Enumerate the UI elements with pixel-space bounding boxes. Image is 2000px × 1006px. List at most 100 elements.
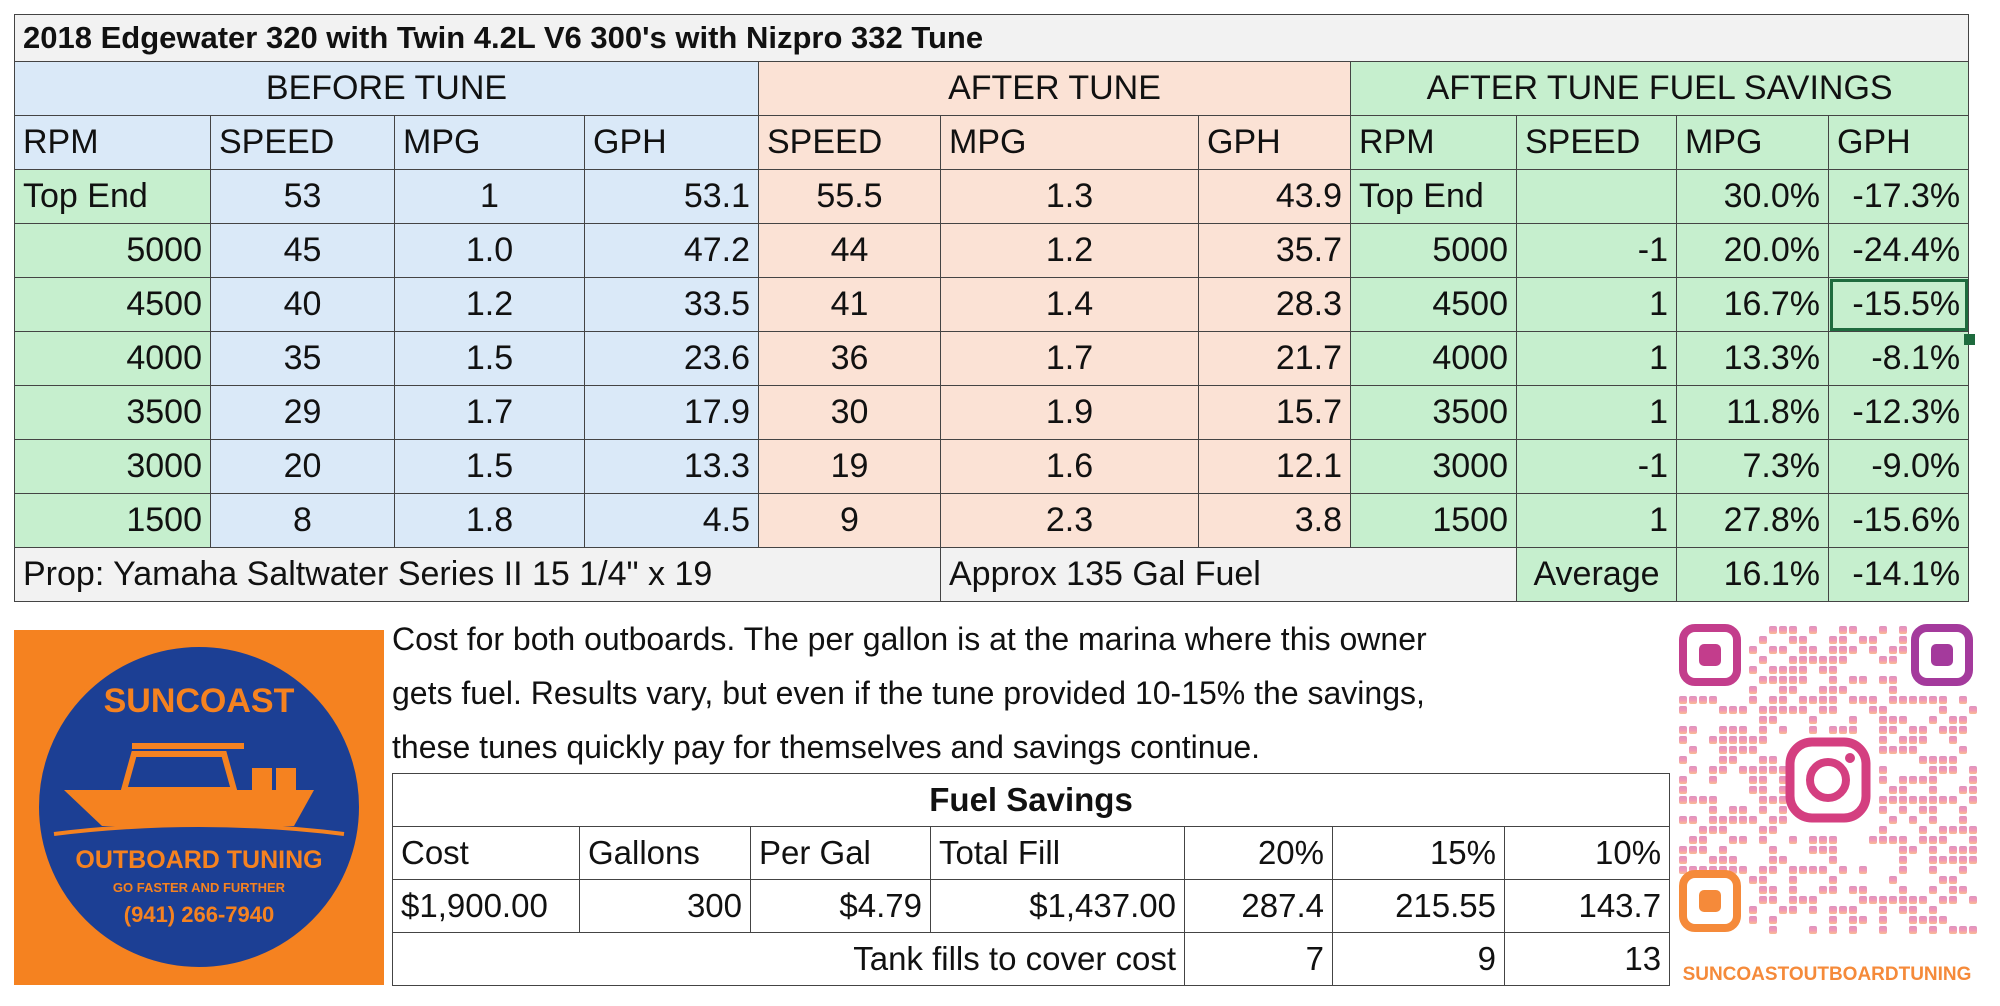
savings-rpm-cell[interactable]: 4500 — [1350, 277, 1517, 332]
savings-speed-cell[interactable]: 1 — [1516, 277, 1677, 332]
after-gph-cell[interactable]: 35.7 — [1198, 223, 1351, 278]
col-header-after-mpg[interactable]: MPG — [940, 115, 1199, 170]
col-header-before-mpg[interactable]: MPG — [394, 115, 585, 170]
after-speed-cell[interactable]: 30 — [758, 385, 941, 440]
header-15-percent[interactable]: 15% — [1332, 826, 1505, 880]
after-gph-cell[interactable]: 43.9 — [1198, 169, 1351, 224]
after-speed-cell[interactable]: 36 — [758, 331, 941, 386]
before-mpg-cell[interactable]: 1.5 — [394, 331, 585, 386]
savings-gph-cell[interactable]: -15.6% — [1827, 493, 1970, 548]
rpm-cell[interactable]: 3000 — [14, 439, 211, 494]
tank-fills-label[interactable]: Tank fills to cover cost — [392, 932, 1185, 986]
before-gph-cell[interactable]: 13.3 — [584, 439, 759, 494]
savings-rpm-cell[interactable]: Top End — [1350, 169, 1517, 224]
savings-rpm-cell[interactable]: 5000 — [1350, 223, 1517, 278]
instagram-qr-code[interactable]: SUNCOASTOUTBOARDTUNING — [1675, 622, 1980, 994]
before-mpg-cell[interactable]: 1.5 — [394, 439, 585, 494]
value-20-percent[interactable]: 287.4 — [1184, 879, 1333, 933]
savings-speed-cell[interactable] — [1516, 169, 1677, 224]
col-header-after-gph[interactable]: GPH — [1198, 115, 1351, 170]
rpm-cell[interactable]: 1500 — [14, 493, 211, 548]
rpm-cell[interactable]: 4000 — [14, 331, 211, 386]
value-per-gal[interactable]: $4.79 — [750, 879, 931, 933]
before-gph-cell[interactable]: 47.2 — [584, 223, 759, 278]
tank-fills-15[interactable]: 9 — [1332, 932, 1505, 986]
savings-gph-cell[interactable]: -24.4% — [1827, 223, 1970, 278]
before-speed-cell[interactable]: 40 — [210, 277, 395, 332]
savings-rpm-cell[interactable]: 1500 — [1350, 493, 1517, 548]
header-gallons[interactable]: Gallons — [579, 826, 751, 880]
value-15-percent[interactable]: 215.55 — [1332, 879, 1505, 933]
header-10-percent[interactable]: 10% — [1503, 826, 1671, 880]
selection-fill-handle[interactable] — [1964, 334, 1975, 345]
before-speed-cell[interactable]: 45 — [210, 223, 395, 278]
col-header-before-gph[interactable]: GPH — [584, 115, 759, 170]
before-speed-cell[interactable]: 53 — [210, 169, 395, 224]
before-speed-cell[interactable]: 20 — [210, 439, 395, 494]
savings-gph-cell[interactable]: -8.1% — [1827, 331, 1970, 386]
average-gph-cell[interactable]: -14.1% — [1827, 547, 1970, 602]
before-speed-cell[interactable]: 35 — [210, 331, 395, 386]
after-gph-cell[interactable]: 3.8 — [1198, 493, 1351, 548]
before-mpg-cell[interactable]: 1.2 — [394, 277, 585, 332]
value-gallons[interactable]: 300 — [579, 879, 751, 933]
savings-rpm-cell[interactable]: 3500 — [1350, 385, 1517, 440]
savings-gph-cell[interactable]: -9.0% — [1827, 439, 1970, 494]
after-mpg-cell[interactable]: 1.2 — [940, 223, 1199, 278]
rpm-cell[interactable]: Top End — [14, 169, 211, 224]
before-gph-cell[interactable]: 4.5 — [584, 493, 759, 548]
after-speed-cell[interactable]: 55.5 — [758, 169, 941, 224]
before-gph-cell[interactable]: 53.1 — [584, 169, 759, 224]
rpm-cell[interactable]: 5000 — [14, 223, 211, 278]
col-header-before-speed[interactable]: SPEED — [210, 115, 395, 170]
tank-fills-20[interactable]: 7 — [1184, 932, 1333, 986]
section-fuel-savings[interactable]: AFTER TUNE FUEL SAVINGS — [1349, 61, 1970, 116]
before-mpg-cell[interactable]: 1.8 — [394, 493, 585, 548]
before-gph-cell[interactable]: 17.9 — [584, 385, 759, 440]
before-mpg-cell[interactable]: 1.7 — [394, 385, 585, 440]
savings-rpm-cell[interactable]: 4000 — [1350, 331, 1517, 386]
average-mpg-cell[interactable]: 16.1% — [1676, 547, 1829, 602]
savings-speed-cell[interactable]: 1 — [1516, 385, 1677, 440]
value-cost[interactable]: $1,900.00 — [392, 879, 580, 933]
after-gph-cell[interactable]: 21.7 — [1198, 331, 1351, 386]
after-mpg-cell[interactable]: 1.3 — [940, 169, 1199, 224]
col-header-savings-gph[interactable]: GPH — [1827, 115, 1970, 170]
after-mpg-cell[interactable]: 1.6 — [940, 439, 1199, 494]
col-header-savings-mpg[interactable]: MPG — [1676, 115, 1829, 170]
tank-fills-10[interactable]: 13 — [1503, 932, 1671, 986]
header-cost[interactable]: Cost — [392, 826, 580, 880]
header-total-fill[interactable]: Total Fill — [930, 826, 1185, 880]
before-speed-cell[interactable]: 29 — [210, 385, 395, 440]
after-speed-cell[interactable]: 44 — [758, 223, 941, 278]
instagram-handle[interactable]: SUNCOASTOUTBOARDTUNING — [1683, 964, 1972, 985]
before-gph-cell[interactable]: 33.5 — [584, 277, 759, 332]
after-speed-cell[interactable]: 19 — [758, 439, 941, 494]
savings-mpg-cell[interactable]: 13.3% — [1676, 331, 1829, 386]
prop-note-cell[interactable]: Prop: Yamaha Saltwater Series II 15 1/4"… — [14, 547, 941, 602]
header-20-percent[interactable]: 20% — [1184, 826, 1333, 880]
after-mpg-cell[interactable]: 1.9 — [940, 385, 1199, 440]
rpm-cell[interactable]: 3500 — [14, 385, 211, 440]
savings-rpm-cell[interactable]: 3000 — [1350, 439, 1517, 494]
value-total-fill[interactable]: $1,437.00 — [930, 879, 1185, 933]
after-gph-cell[interactable]: 28.3 — [1198, 277, 1351, 332]
col-header-after-speed[interactable]: SPEED — [758, 115, 941, 170]
savings-speed-cell[interactable]: -1 — [1516, 223, 1677, 278]
section-after-tune[interactable]: AFTER TUNE — [758, 61, 1351, 116]
after-mpg-cell[interactable]: 1.4 — [940, 277, 1199, 332]
savings-mpg-cell[interactable]: 11.8% — [1676, 385, 1829, 440]
savings-speed-cell[interactable]: 1 — [1516, 493, 1677, 548]
savings-gph-cell[interactable]: -12.3% — [1827, 385, 1970, 440]
fuel-capacity-cell[interactable]: Approx 135 Gal Fuel — [940, 547, 1517, 602]
section-before-tune[interactable]: BEFORE TUNE — [14, 61, 759, 116]
after-speed-cell[interactable]: 41 — [758, 277, 941, 332]
after-gph-cell[interactable]: 12.1 — [1198, 439, 1351, 494]
before-mpg-cell[interactable]: 1.0 — [394, 223, 585, 278]
after-gph-cell[interactable]: 15.7 — [1198, 385, 1351, 440]
savings-mpg-cell[interactable]: 30.0% — [1676, 169, 1829, 224]
savings-mpg-cell[interactable]: 16.7% — [1676, 277, 1829, 332]
col-header-savings-speed[interactable]: SPEED — [1516, 115, 1677, 170]
before-mpg-cell[interactable]: 1 — [394, 169, 585, 224]
before-gph-cell[interactable]: 23.6 — [584, 331, 759, 386]
